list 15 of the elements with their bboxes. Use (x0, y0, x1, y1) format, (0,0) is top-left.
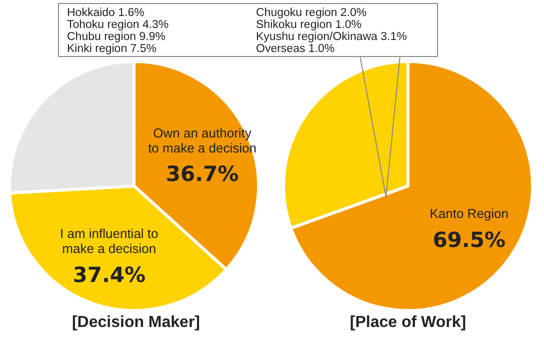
slice-label: Kanto Region (430, 206, 509, 222)
slice-label: I am influential to make a decision (60, 226, 158, 256)
text: Shikoku region 1.0% (256, 19, 362, 31)
text: Hokkaido 1.6% (67, 7, 146, 19)
text: Kinki region 7.5% (67, 43, 158, 55)
text: Chubu region 9.9% (67, 31, 166, 43)
data-label: 37.4% (72, 262, 146, 287)
text: [Place of Work] (348, 314, 468, 332)
text: [Decision Maker] (70, 314, 202, 332)
data-label: 36.7% (166, 162, 239, 186)
text: Kyushu region/Okinawa 3.1% (256, 31, 408, 43)
text: Chugoku region 2.0% (256, 7, 368, 19)
text: Overseas 1.0% (256, 43, 336, 55)
data-label: 69.5% (432, 228, 506, 252)
text: Tohoku region 4.3% (67, 19, 170, 31)
